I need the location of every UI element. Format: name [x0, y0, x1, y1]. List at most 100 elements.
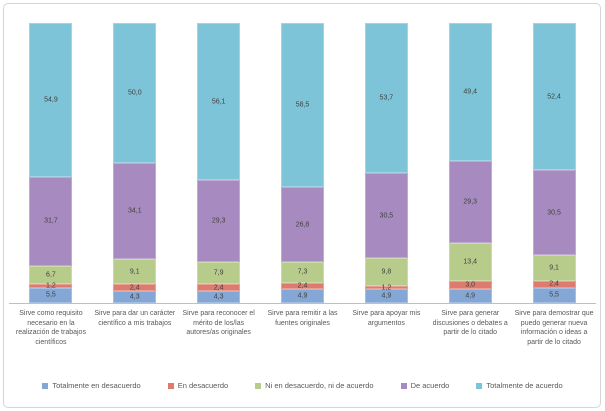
legend-color-swatch-icon [400, 382, 407, 389]
category-axis-labels: Sirve como requisito necesario en la rea… [9, 309, 596, 347]
segment-value-label: 9,1 [129, 268, 140, 276]
bar-slot: 4,9 1,2 9,8 30,5 53,7 [344, 22, 428, 303]
bar-segment: 4,9 [364, 289, 408, 303]
segment-value-label: 2,4 [129, 284, 140, 292]
segment-value-label: 26,8 [295, 221, 310, 229]
bar-segment: 9,8 [364, 258, 408, 286]
segment-value-label: 9,1 [549, 264, 559, 272]
bar-segment: 1,2 [364, 284, 408, 291]
bar-slot: 5,5 2,4 9,1 30,5 52,4 [512, 23, 596, 303]
bar-segment: 31,7 [29, 176, 73, 266]
segment-value-label: 4,3 [129, 293, 140, 301]
bar-segment: 4,3 [197, 290, 241, 303]
stacked-bar: 4,9 1,2 9,8 30,5 53,7 [364, 22, 408, 303]
legend-label: Totalmente de acuerdo [486, 381, 563, 390]
segment-value-label: 29,3 [211, 217, 226, 225]
bar-segment: 30,5 [532, 170, 576, 256]
segment-value-label: 5,5 [46, 291, 56, 299]
bar-segment: 6,7 [29, 265, 73, 285]
bar-segment: 56,1 [197, 23, 241, 181]
segment-value-label: 7,3 [297, 268, 308, 276]
category-label: Sirve para remitir a las fuentes origina… [267, 310, 338, 327]
bar-segment: 52,4 [532, 23, 576, 171]
bar-segment: 2,4 [197, 284, 241, 291]
bar-segment: 30,5 [364, 173, 408, 259]
legend-item: Totalmente de acuerdo [476, 381, 563, 390]
chart-legend: Totalmente en desacuerdo En desacuerdo Ni … [9, 381, 596, 390]
category-label: Sirve para demostrar que puedo generar n… [514, 310, 594, 346]
segment-value-label: 30,5 [379, 212, 394, 220]
legend-label: Ni en desacuerdo, ni de acuerdo [265, 381, 374, 390]
category-label: Sirve para reconocer el mérito de los/la… [182, 310, 255, 336]
bar-slot: 4,9 2,4 7,3 26,8 58,5 [261, 23, 345, 303]
category-label: Sirve para dar un carácter científico a … [94, 310, 176, 327]
legend-color-swatch-icon [476, 382, 483, 389]
segment-value-label: 4,3 [213, 293, 224, 301]
category-label: Sirve como requisito necesario en la rea… [15, 310, 86, 346]
bar-segment: 54,9 [29, 23, 73, 177]
stacked-bar: 4,9 3,0 13,4 29,3 49,4 [448, 23, 492, 303]
segment-value-label: 58,5 [295, 101, 310, 109]
segment-value-label: 7,9 [213, 269, 224, 277]
legend-label: En desacuerdo [177, 381, 229, 390]
bar-segment: 58,5 [281, 23, 324, 188]
segment-value-label: 2,4 [549, 280, 559, 288]
bar-segment: 34,1 [113, 163, 157, 259]
bar-segment: 26,8 [281, 187, 324, 263]
bar-segment: 3,0 [448, 280, 492, 290]
segment-value-label: 29,3 [463, 198, 478, 206]
category-label: Sirve para generar discusiones o debates… [432, 310, 508, 336]
segment-value-label: 30,5 [547, 209, 561, 217]
segment-value-label: 13,4 [463, 258, 478, 266]
segment-value-label: 56,1 [211, 98, 226, 106]
bar-segment: 7,9 [197, 262, 241, 285]
bar-segment: 9,1 [532, 255, 576, 281]
segment-value-label: 52,4 [547, 93, 561, 101]
segment-value-label: 9,8 [381, 268, 392, 276]
bar-segment: 2,4 [113, 284, 157, 292]
bar-segment: 53,7 [364, 22, 408, 174]
segment-value-label: 4,9 [297, 292, 308, 300]
segment-value-label: 6,7 [46, 271, 56, 279]
segment-value-label: 31,7 [44, 217, 58, 225]
stacked-bar: 4,3 2,4 7,9 29,3 56,1 [197, 23, 241, 303]
bar-segment: 5,5 [29, 287, 73, 303]
legend-color-swatch-icon [167, 382, 174, 389]
legend-item: De acuerdo [400, 381, 450, 390]
bar-segment: 4,3 [113, 290, 157, 303]
bar-slot: 4,3 2,4 7,9 29,3 56,1 [177, 23, 261, 303]
bar-segment: 2,4 [281, 282, 324, 290]
bar-slot: 5,5 1,2 6,7 31,7 54,9 [9, 23, 93, 303]
legend-color-swatch-icon [255, 382, 262, 389]
segment-value-label: 4,9 [381, 292, 392, 300]
segment-value-label: 3,0 [465, 281, 476, 289]
bar-segment: 9,1 [113, 258, 157, 285]
bar-segment: 29,3 [448, 161, 492, 244]
legend-color-swatch-icon [42, 382, 49, 389]
segment-value-label: 53,7 [379, 94, 394, 102]
category-label: Sirve para apoyar mis argumentos [352, 310, 421, 327]
segment-value-label: 50,0 [127, 89, 142, 97]
bar-segment: 29,3 [197, 180, 241, 263]
segment-value-label: 34,1 [127, 207, 142, 215]
bar-segment: 50,0 [113, 23, 157, 164]
segment-value-label: 54,9 [44, 96, 58, 104]
bar-segment: 13,4 [448, 243, 492, 281]
legend-label: De acuerdo [410, 381, 450, 390]
legend-item: Totalmente en desacuerdo [42, 381, 141, 390]
plot-area: 5,5 1,2 6,7 31,7 54,9 4,3 2,4 9,1 34,1 50,0 4,3 2,4… [9, 22, 596, 304]
bar-segment: 4,9 [448, 289, 492, 303]
legend-label: Totalmente en desacuerdo [52, 381, 141, 390]
stacked-bar: 4,3 2,4 9,1 34,1 50,0 [113, 23, 157, 303]
stacked-bar: 5,5 2,4 9,1 30,5 52,4 [532, 23, 576, 303]
stacked-bar: 5,5 1,2 6,7 31,7 54,9 [29, 23, 73, 303]
bar-slot: 4,3 2,4 9,1 34,1 50,0 [93, 23, 177, 303]
bar-segment: 5,5 [532, 287, 576, 303]
segment-value-label: 2,4 [297, 282, 308, 290]
bar-slot: 4,9 3,0 13,4 29,3 49,4 [428, 23, 512, 303]
stacked-bar: 4,9 2,4 7,3 26,8 58,5 [281, 23, 324, 303]
segment-value-label: 49,4 [463, 88, 478, 96]
bar-segment: 1,2 [29, 282, 73, 289]
segment-value-label: 4,9 [465, 292, 476, 300]
